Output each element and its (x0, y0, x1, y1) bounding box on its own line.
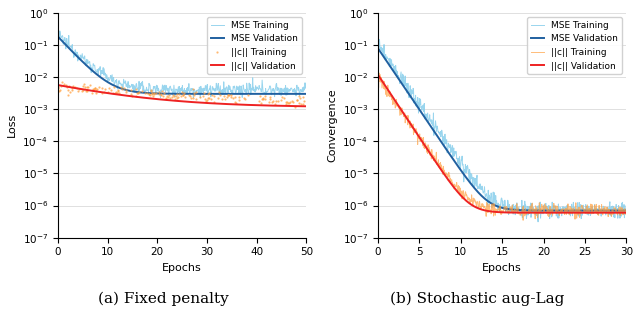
MSE Validation (540, 209, 548, 212)
MSE Validation (54, 35, 61, 39)
MSE Validation (561, 209, 569, 212)
Text: (b) Stochastic aug-Lag: (b) Stochastic aug-Lag (390, 291, 564, 306)
||c|| Validation (438, 169, 445, 173)
||c|| Training (301, 99, 308, 103)
||c|| Training (487, 208, 495, 212)
MSE Training (196, 96, 204, 100)
||c|| Validation (561, 211, 569, 215)
MSE Training (259, 85, 266, 89)
MSE Training (541, 206, 548, 210)
MSE Training (419, 105, 426, 109)
||c|| Validation (303, 104, 310, 108)
||c|| Validation (202, 101, 210, 105)
MSE Training (487, 195, 495, 199)
MSE Validation (374, 46, 381, 50)
X-axis label: Epochs: Epochs (483, 263, 522, 273)
MSE Training (56, 29, 63, 33)
MSE Training (623, 214, 630, 218)
||c|| Training (54, 86, 61, 90)
Text: (a) Fixed penalty: (a) Fixed penalty (98, 291, 228, 306)
MSE Training (298, 90, 305, 93)
||c|| Training (623, 211, 630, 215)
||c|| Training (374, 75, 381, 79)
Line: MSE Training: MSE Training (58, 31, 307, 98)
||c|| Training (178, 91, 186, 94)
MSE Validation (438, 141, 445, 145)
MSE Training (376, 37, 383, 41)
Line: ||c|| Training: ||c|| Training (57, 81, 305, 108)
||c|| Training (95, 85, 103, 89)
||c|| Training (562, 207, 570, 210)
||c|| Training (522, 209, 529, 213)
||c|| Training (419, 136, 426, 140)
MSE Training (189, 88, 196, 92)
MSE Validation (418, 111, 426, 115)
||c|| Validation (374, 73, 381, 77)
||c|| Training (220, 95, 228, 98)
MSE Training (303, 84, 310, 88)
MSE Training (173, 88, 180, 91)
||c|| Validation (174, 99, 182, 103)
MSE Validation (303, 92, 310, 96)
MSE Training (203, 85, 211, 89)
MSE Validation (520, 208, 528, 212)
||c|| Training (438, 169, 446, 173)
MSE Training (54, 33, 61, 37)
||c|| Validation (520, 211, 528, 215)
MSE Validation (172, 92, 180, 96)
Line: ||c|| Training: ||c|| Training (378, 73, 627, 220)
||c|| Training (541, 202, 548, 206)
||c|| Validation (486, 210, 494, 213)
MSE Validation (189, 92, 196, 96)
Legend: MSE Training, MSE Validation, ||c|| Training, ||c|| Validation: MSE Training, MSE Validation, ||c|| Trai… (207, 17, 302, 74)
Line: MSE Validation: MSE Validation (58, 37, 307, 94)
MSE Validation (623, 209, 630, 212)
||c|| Training (291, 105, 299, 109)
MSE Validation (297, 92, 305, 96)
MSE Training (562, 207, 570, 211)
MSE Validation (258, 92, 266, 96)
||c|| Validation (418, 139, 426, 143)
||c|| Validation (259, 104, 266, 107)
MSE Training (534, 220, 542, 224)
||c|| Training (214, 96, 221, 100)
X-axis label: Epochs: Epochs (163, 263, 202, 273)
||c|| Training (58, 80, 66, 84)
MSE Validation (173, 92, 181, 96)
||c|| Validation (189, 100, 196, 104)
||c|| Validation (297, 104, 305, 108)
Y-axis label: Convergence: Convergence (327, 88, 337, 162)
MSE Training (374, 43, 381, 47)
||c|| Validation (540, 211, 548, 215)
MSE Validation (202, 92, 210, 96)
Y-axis label: Loss: Loss (7, 113, 17, 137)
MSE Training (521, 199, 529, 203)
MSE Training (174, 88, 182, 92)
||c|| Validation (623, 211, 630, 215)
||c|| Validation (173, 99, 180, 103)
||c|| Training (519, 218, 527, 222)
MSE Training (438, 130, 446, 134)
Legend: MSE Training, MSE Validation, ||c|| Training, ||c|| Validation: MSE Training, MSE Validation, ||c|| Trai… (527, 17, 622, 74)
MSE Validation (486, 201, 494, 205)
||c|| Validation (54, 88, 61, 92)
Line: MSE Validation: MSE Validation (378, 48, 627, 211)
Line: ||c|| Validation: ||c|| Validation (58, 85, 307, 106)
Line: ||c|| Validation: ||c|| Validation (378, 75, 627, 213)
||c|| Validation (54, 83, 62, 87)
||c|| Training (375, 71, 383, 75)
||c|| Training (208, 93, 216, 97)
Line: MSE Training: MSE Training (378, 39, 627, 222)
||c|| Training (227, 95, 235, 99)
